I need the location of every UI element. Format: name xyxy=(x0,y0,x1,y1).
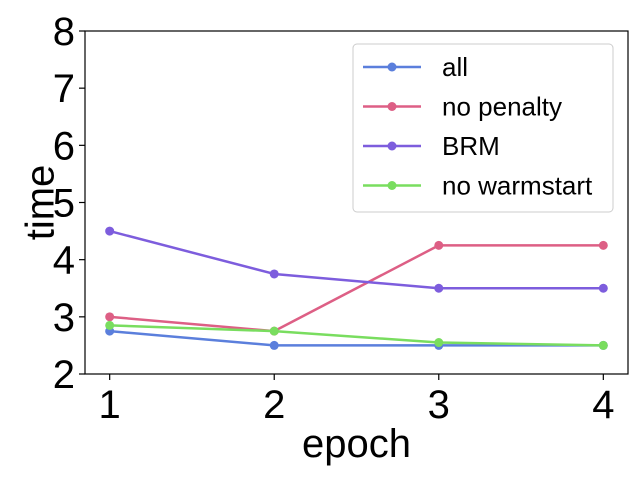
legend: all no penalty BRM no warmstart xyxy=(352,43,614,213)
series-point xyxy=(105,226,115,236)
y-axis-label: time xyxy=(19,165,63,241)
series-point xyxy=(269,269,279,279)
y-tick-label: 8 xyxy=(53,10,75,54)
legend-entry: all xyxy=(363,52,468,82)
series-point xyxy=(598,240,608,250)
series-layer xyxy=(105,226,608,350)
series-point xyxy=(105,312,115,322)
legend-label: all xyxy=(442,52,468,82)
legend-entry: no penalty xyxy=(363,92,562,122)
legend-box xyxy=(352,43,614,213)
series-point xyxy=(434,283,444,293)
y-tick-label: 2 xyxy=(53,353,75,397)
legend-swatch-marker xyxy=(387,181,397,190)
legend-label: no penalty xyxy=(442,92,562,122)
legend-label: no warmstart xyxy=(442,171,593,201)
legend-label: BRM xyxy=(442,131,500,161)
y-tick-label: 6 xyxy=(53,124,75,168)
x-axis-label: epoch xyxy=(302,422,411,466)
series-point xyxy=(269,326,279,336)
legend-swatch-marker xyxy=(387,62,397,72)
series-line xyxy=(109,244,604,333)
series-point xyxy=(598,340,608,350)
series-line xyxy=(109,324,604,347)
series-point xyxy=(269,340,279,350)
y-tick-label: 3 xyxy=(53,296,75,340)
series-line xyxy=(109,229,604,290)
legend-swatch-marker xyxy=(387,141,397,151)
y-tick-label: 4 xyxy=(53,239,75,283)
x-tick-label: 2 xyxy=(263,383,285,427)
legend-swatch-marker xyxy=(387,102,397,111)
series-point xyxy=(434,338,444,348)
legend-entry: no warmstart xyxy=(363,171,593,201)
series-point xyxy=(434,240,444,250)
x-tick-label: 3 xyxy=(428,383,450,427)
series-line xyxy=(109,329,604,347)
series-point xyxy=(598,283,608,293)
x-tick-label: 1 xyxy=(99,383,121,427)
legend-entry: BRM xyxy=(363,131,500,161)
y-tick-label: 5 xyxy=(53,182,75,226)
series-point xyxy=(105,320,115,330)
x-tick-label: 4 xyxy=(592,383,614,427)
y-tick-label: 7 xyxy=(53,67,75,111)
